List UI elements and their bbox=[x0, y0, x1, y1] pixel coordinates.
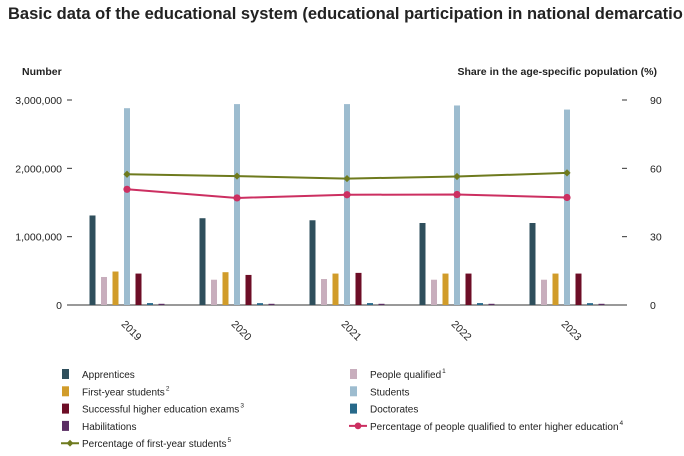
chart-title: Basic data of the educational system (ed… bbox=[8, 5, 684, 23]
bar-series-group bbox=[89, 104, 605, 305]
bar-habilitations-2021 bbox=[378, 303, 385, 305]
left-axis-title: Number bbox=[22, 66, 62, 78]
bar-successful-higher-education-exams-2020 bbox=[245, 274, 252, 305]
point-percentage-of-first-year-students-2019 bbox=[123, 170, 131, 178]
bar-doctorates-2023 bbox=[587, 303, 593, 305]
right-axis-title: Share in the age-specific population (%) bbox=[457, 66, 657, 78]
point-percentage-of-first-year-students-2023 bbox=[563, 169, 571, 177]
bar-first-year-students-2023 bbox=[552, 273, 559, 305]
right-tick-label: 90 bbox=[650, 95, 662, 107]
bar-first-year-students-2022 bbox=[442, 273, 449, 305]
legend-item-first-year-students: First-year students2 bbox=[62, 385, 170, 398]
bar-apprentices-2020 bbox=[199, 218, 206, 305]
bar-successful-higher-education-exams-2023 bbox=[575, 273, 582, 305]
legend-label: People qualified1 bbox=[370, 368, 446, 381]
bar-successful-higher-education-exams-2022 bbox=[465, 273, 472, 305]
point-percentage-of-first-year-students-2020 bbox=[233, 172, 241, 180]
legend-label: Successful higher education exams3 bbox=[82, 403, 244, 416]
category-labels: 2019 2020 2021 2022 2023 bbox=[119, 318, 584, 343]
bar-doctorates-2019 bbox=[147, 303, 153, 305]
legend-swatch bbox=[350, 403, 357, 414]
bar-people-qualified-2023 bbox=[541, 279, 547, 305]
legend-item-people-qualified: People qualified1 bbox=[350, 368, 446, 381]
bar-people-qualified-2022 bbox=[431, 279, 437, 305]
point-percentage-of-first-year-students-2022 bbox=[453, 172, 461, 181]
left-tick-label: 3,000,000 bbox=[15, 95, 62, 107]
legend-swatch bbox=[62, 403, 69, 414]
legend-swatch bbox=[62, 420, 69, 431]
legend-item-doctorates: Doctorates bbox=[350, 403, 418, 416]
right-tick-label: 30 bbox=[650, 232, 662, 244]
left-tick-label: 0 bbox=[56, 300, 62, 312]
bar-first-year-students-2020 bbox=[222, 272, 229, 305]
legend-item-students: Students bbox=[350, 386, 409, 398]
category-label-2019: 2019 bbox=[119, 318, 144, 343]
legend: Apprentices People qualified1 First-year s… bbox=[61, 368, 624, 450]
bar-apprentices-2019 bbox=[89, 215, 96, 305]
line-series-group bbox=[123, 169, 571, 202]
left-tick-label: 2,000,000 bbox=[15, 163, 62, 175]
legend-swatch bbox=[62, 369, 69, 379]
bar-habilitations-2023 bbox=[598, 303, 605, 305]
category-label-2022: 2022 bbox=[449, 318, 474, 343]
legend-label: Doctorates bbox=[370, 405, 418, 416]
bar-students-2020 bbox=[234, 104, 240, 305]
legend-label: Percentage of first-year students5 bbox=[82, 437, 232, 450]
bar-students-2023 bbox=[564, 109, 570, 305]
bar-apprentices-2021 bbox=[309, 220, 316, 305]
bar-doctorates-2022 bbox=[477, 303, 483, 305]
legend-swatch bbox=[350, 369, 357, 379]
legend-label: First-year students2 bbox=[82, 385, 170, 398]
category-label-2021: 2021 bbox=[339, 318, 364, 343]
bar-doctorates-2021 bbox=[367, 303, 373, 305]
legend-item-percentage-of-first-year-students: Percentage of first-year students5 bbox=[61, 437, 232, 450]
legend-item-apprentices: Apprentices bbox=[62, 369, 135, 381]
bar-students-2019 bbox=[124, 108, 130, 305]
legend-label: Habilitations bbox=[82, 422, 136, 433]
bar-habilitations-2019 bbox=[158, 303, 165, 305]
bar-students-2021 bbox=[344, 104, 350, 305]
bar-people-qualified-2019 bbox=[101, 276, 107, 305]
bar-first-year-students-2021 bbox=[332, 273, 339, 305]
bar-habilitations-2020 bbox=[268, 303, 275, 305]
bar-students-2022 bbox=[454, 105, 460, 305]
point-percentage-of-first-year-students-2021 bbox=[343, 174, 351, 183]
bar-first-year-students-2019 bbox=[112, 271, 119, 305]
legend-label: Apprentices bbox=[82, 370, 135, 381]
right-tick-label: 60 bbox=[650, 163, 662, 175]
point-percentage-of-people-qualified-to-enter-higher-education-2021 bbox=[343, 191, 351, 199]
bar-doctorates-2020 bbox=[257, 303, 263, 305]
legend-label: Percentage of people qualified to enter … bbox=[370, 420, 624, 433]
category-label-2020: 2020 bbox=[229, 318, 254, 343]
bar-habilitations-2022 bbox=[488, 303, 495, 305]
legend-label: Students bbox=[370, 387, 409, 398]
bar-successful-higher-education-exams-2019 bbox=[135, 273, 142, 305]
legend-marker bbox=[66, 439, 74, 447]
left-tick-label: 1,000,000 bbox=[15, 232, 62, 244]
point-percentage-of-people-qualified-to-enter-higher-education-2019 bbox=[123, 185, 131, 193]
legend-item-successful-higher-education-exams: Successful higher education exams3 bbox=[62, 403, 244, 416]
bar-people-qualified-2021 bbox=[321, 279, 327, 305]
bar-apprentices-2022 bbox=[419, 223, 426, 305]
legend-item-percentage-of-people-qualified-to-enter-higher-education: Percentage of people qualified to enter … bbox=[349, 420, 624, 433]
point-percentage-of-people-qualified-to-enter-higher-education-2023 bbox=[563, 193, 571, 202]
bar-successful-higher-education-exams-2021 bbox=[355, 272, 362, 305]
legend-item-habilitations: Habilitations bbox=[62, 420, 136, 433]
point-percentage-of-people-qualified-to-enter-higher-education-2022 bbox=[453, 190, 461, 199]
legend-marker bbox=[354, 422, 362, 430]
legend-swatch bbox=[350, 386, 357, 397]
bar-people-qualified-2020 bbox=[211, 279, 217, 305]
legend-swatch bbox=[62, 386, 69, 397]
point-percentage-of-people-qualified-to-enter-higher-education-2020 bbox=[233, 194, 241, 202]
right-tick-label: 0 bbox=[650, 300, 656, 312]
bar-apprentices-2023 bbox=[529, 223, 536, 305]
category-label-2023: 2023 bbox=[559, 318, 584, 343]
